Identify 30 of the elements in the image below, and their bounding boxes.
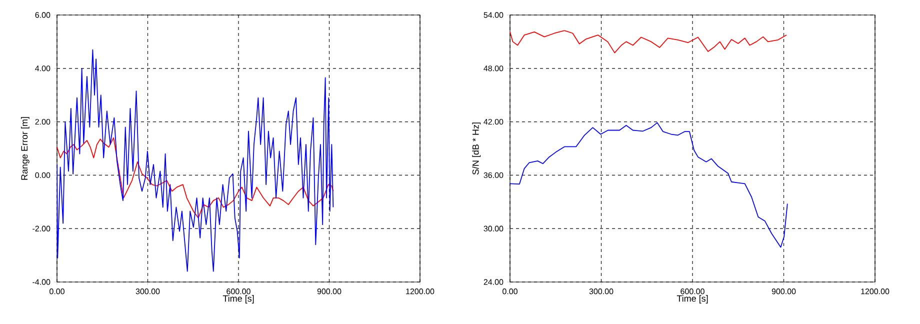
y-tick-label: -4.00	[32, 279, 50, 285]
y-tick-label: 30.00	[484, 226, 504, 232]
y-tick-label: 0.00	[35, 172, 50, 178]
x-tick-label: 600.00	[226, 288, 250, 294]
x-tick-label: 900.00	[772, 288, 796, 294]
x-tick-label: 600.00	[680, 288, 704, 294]
x-tick-label: 900.00	[317, 288, 342, 294]
y-tick-label: -2.00	[32, 226, 50, 232]
x-axis-title: Time [s]	[222, 295, 254, 304]
y-axis-title: S/N [dB * Hz]	[472, 122, 481, 175]
line-series	[57, 137, 334, 218]
x-tick-label: 1200.00	[406, 288, 434, 294]
x-tick-label: 0.00	[502, 288, 518, 294]
x-tick-label: 300.00	[589, 288, 614, 294]
x-axis-title: Time [s]	[676, 295, 708, 304]
y-tick-label: 2.00	[35, 118, 50, 125]
line-series	[510, 122, 788, 248]
y-tick-label: 48.00	[484, 66, 504, 72]
line-series	[510, 30, 787, 54]
x-tick-label: 1200.00	[861, 288, 890, 294]
y-tick-label: 4.00	[35, 66, 50, 72]
line-series	[57, 49, 334, 272]
x-tick-label: 0.00	[50, 288, 64, 294]
y-tick-label: 42.00	[484, 118, 504, 125]
x-tick-label: 300.00	[136, 288, 160, 294]
y-tick-label: 36.00	[484, 172, 504, 178]
y-axis-title: Range Error [m]	[20, 117, 30, 180]
y-tick-label: 54.00	[484, 12, 504, 18]
y-tick-label: 24.00	[484, 279, 504, 285]
y-tick-label: 6.00	[35, 12, 50, 18]
